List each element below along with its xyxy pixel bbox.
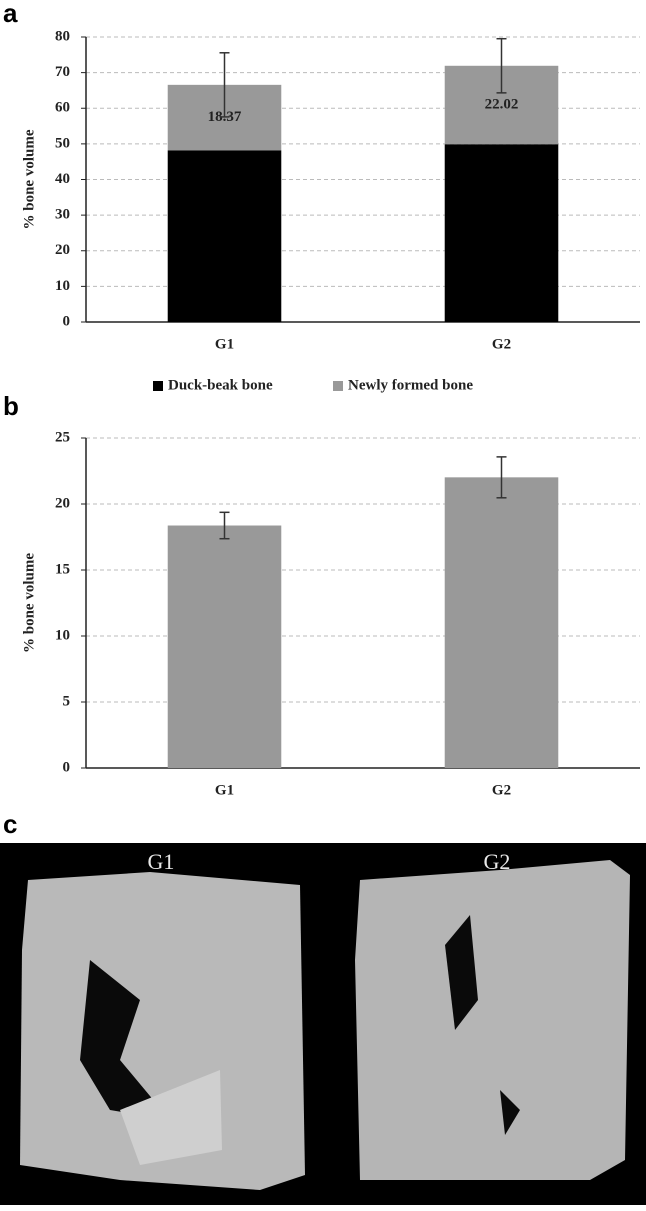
legend-label: Newly formed bone	[348, 377, 473, 393]
panel-label: a	[3, 0, 18, 28]
x-tick-label: G2	[492, 782, 511, 798]
x-tick-label: G1	[215, 782, 234, 798]
bone-render	[120, 1070, 222, 1165]
image-caption: G2	[484, 849, 511, 874]
bone-render	[80, 960, 170, 1120]
y-tick-label: 50	[55, 135, 70, 151]
bar	[167, 525, 282, 768]
y-tick-label: 25	[55, 429, 70, 445]
y-tick-label: 20	[55, 495, 70, 511]
y-axis-label: % bone volume	[21, 553, 37, 653]
bar	[444, 477, 559, 768]
legend-label: Duck-beak bone	[168, 377, 273, 393]
y-axis-label: % bone volume	[21, 129, 37, 229]
y-tick-label: 10	[55, 278, 70, 294]
legend-swatch	[333, 381, 343, 391]
image-caption: G1	[148, 849, 175, 874]
bar-segment	[444, 144, 559, 322]
x-tick-label: G1	[215, 336, 234, 352]
legend-swatch	[153, 381, 163, 391]
y-tick-label: 0	[63, 313, 71, 329]
x-tick-label: G2	[492, 336, 511, 352]
y-tick-label: 60	[55, 100, 70, 116]
y-tick-label: 10	[55, 627, 70, 643]
y-tick-label: 15	[55, 561, 70, 577]
bone-render	[355, 860, 630, 1180]
y-tick-label: 80	[55, 28, 70, 44]
bar-segment	[167, 150, 282, 322]
y-tick-label: 0	[63, 759, 71, 775]
y-tick-label: 20	[55, 242, 70, 258]
panel-label: c	[3, 809, 17, 839]
bone-render	[500, 1090, 520, 1135]
y-tick-label: 5	[63, 693, 71, 709]
data-label: 22.02	[485, 96, 519, 112]
bone-render	[20, 872, 305, 1190]
y-tick-label: 40	[55, 171, 70, 187]
bone-render	[445, 915, 478, 1030]
y-tick-label: 30	[55, 207, 70, 223]
panel-label: b	[3, 391, 19, 421]
y-tick-label: 70	[55, 64, 70, 80]
